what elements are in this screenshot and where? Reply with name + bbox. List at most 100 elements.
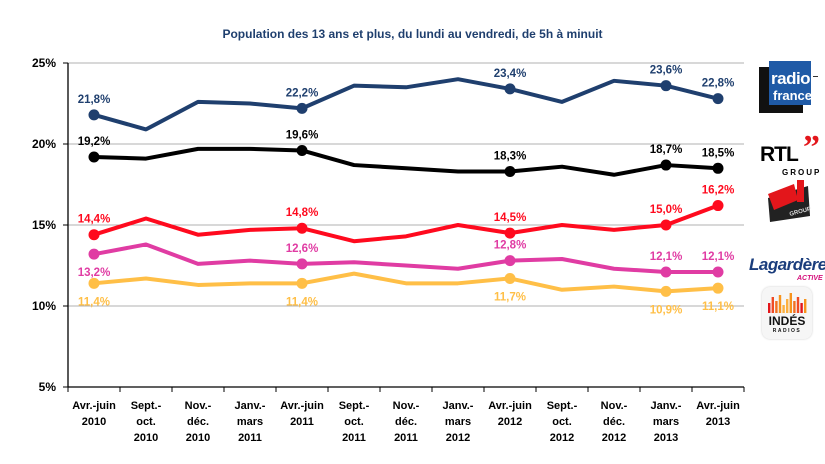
data-label: 18,5% [702,147,735,159]
stray-mark [813,76,818,77]
nrj-group-logo: GROUP [764,176,812,224]
rtl-logo-quote: ” [803,129,820,166]
lagardere-logo-text: Lagardère [749,255,825,274]
indes-logo-subtext: RADIOS [772,328,802,334]
equalizer-bar [782,305,785,313]
data-point [712,266,724,278]
x-tick-label: Avr.-juin 2010 [72,400,116,428]
data-label: 23,4% [494,68,527,80]
series-lines [92,77,720,294]
equalizer-bar [778,295,782,313]
data-point [712,93,724,105]
svg-text:GROUP: GROUP [789,206,812,217]
data-point [712,200,724,212]
x-tick-label: Nov.-déc. 2011 [393,400,420,444]
x-tick-label: Janv.-mars 2011 [235,400,266,444]
rtl-logo-subtext: GROUP [782,168,822,177]
data-label: 11,4% [286,296,318,308]
y-tick-label: 20% [32,137,56,151]
x-tick-label: Nov.-déc. 2012 [601,400,628,444]
data-point [296,277,308,289]
data-point [504,255,516,267]
x-tick-label: Avr.-juin 2012 [488,400,532,428]
data-point [88,229,100,241]
data-label: 18,3% [494,151,527,163]
x-tick-label: Avr.-juin 2013 [696,400,740,428]
data-point [712,282,724,294]
nrj-logo-icon: GROUP [768,176,812,222]
x-tick-label: Sept.-oct. 2011 [339,400,370,444]
data-point [660,285,672,297]
equalizer-bar [775,301,778,313]
series-line-0 [92,77,720,132]
data-point [504,227,516,239]
data-label: 14,8% [286,207,319,219]
indes-logo-text: INDÉS [768,314,806,328]
data-point [88,151,100,163]
equalizer-bar [771,297,774,313]
data-label: 12,1% [650,251,683,263]
rtl-group-logo: RTL ” GROUP [760,129,822,185]
data-point [660,80,672,92]
series-line-4 [92,271,720,294]
data-point [712,162,724,174]
lagardere-logo-subtext: ACTIVE [797,275,823,282]
data-label: 16,2% [702,185,735,197]
equalizer-bar [768,303,771,313]
data-label: 11,4% [78,296,110,308]
x-tick-label: Avr.-juin 2011 [280,400,324,428]
grid-lines [68,62,744,307]
data-label: 22,8% [702,78,735,90]
data-label: 22,2% [286,87,319,99]
data-label: 14,5% [494,212,527,224]
equalizer-bar [789,293,792,313]
series-line-1 [92,146,720,177]
data-point [88,277,100,289]
data-label: 11,1% [702,301,734,313]
data-point [504,166,516,178]
equalizer-bar [793,301,796,313]
y-tick-label: 15% [32,218,56,232]
data-point [88,109,100,121]
data-point [296,258,308,270]
data-point [504,272,516,284]
data-point [660,159,672,171]
series-line-2 [92,203,720,244]
x-axis-ticks: Avr.-juin 2010 Sept.-oct. 2010 Nov.-déc. 2010… [67,387,745,444]
equalizer-bar [800,303,803,313]
data-point [504,83,516,95]
data-label: 13,2% [78,267,111,279]
y-tick-label: 5% [39,380,57,394]
equalizer-icon [768,293,807,313]
radio-france-logo: radio france [759,61,813,113]
data-point [296,222,308,234]
data-label: 14,4% [78,214,111,226]
x-tick-label: Sept.-oct. 2012 [547,400,578,444]
equalizer-bar [804,299,807,313]
data-point [296,102,308,114]
data-label: 21,8% [78,94,111,106]
series-points [88,80,724,297]
data-point [660,219,672,231]
lagardere-active-logo: Lagardère ACTIVE [749,255,825,285]
y-tick-label: 10% [32,299,56,313]
data-labels: 21,8% 22,2% 23,4% 23,6% 22,8% 19,2% 19,6% 18,3%… [78,65,735,317]
equalizer-bar [796,297,800,313]
equalizer-bar [786,299,789,313]
data-label: 12,8% [494,240,527,252]
data-point [296,144,308,156]
data-label: 19,6% [286,129,319,141]
radio-france-logo-subtext: france [773,88,813,103]
data-label: 10,9% [650,304,683,316]
x-tick-label: Sept.-oct. 2010 [131,400,162,444]
data-label: 12,1% [702,251,735,263]
data-label: 18,7% [650,144,683,156]
y-axis-ticks: 25% 20% 15% 10% 5% [32,56,68,394]
data-label: 12,6% [286,243,319,255]
y-tick-label: 25% [32,56,56,70]
x-tick-label: Janv.-mars 2013 [651,400,682,444]
data-point [88,248,100,260]
data-label: 15,0% [650,204,683,216]
data-label: 11,7% [494,291,526,303]
